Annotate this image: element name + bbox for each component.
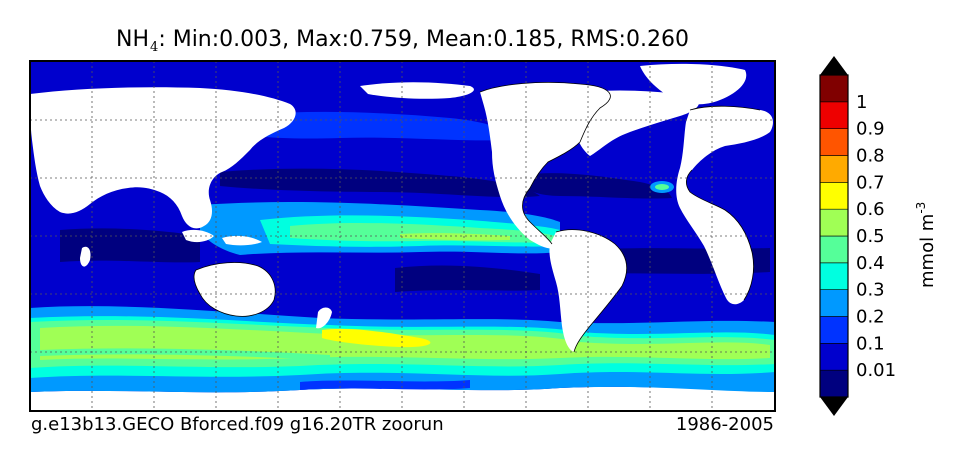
period-label: 1986-2005 — [675, 414, 774, 435]
madagascar — [80, 246, 91, 267]
south-america — [549, 229, 627, 352]
colorbar-tick-label: 0.5 — [856, 226, 885, 247]
title-species: NH — [116, 27, 150, 52]
indonesia — [182, 229, 214, 243]
southern-blue-edge — [300, 380, 470, 390]
svg-text:mmol m-3: mmol m-3 — [914, 202, 938, 288]
colorbar-tick-label: 0.3 — [856, 280, 885, 301]
colorbar-tick-label: 0.6 — [856, 199, 885, 220]
colorbar-cell — [819, 262, 849, 290]
colorbar-tick-label: 0.7 — [856, 172, 885, 193]
colorbar-over-arrow — [820, 56, 848, 75]
colorbar-tick-label: 0.1 — [856, 333, 885, 354]
europe-africa — [676, 106, 773, 305]
north-atlantic-dark — [520, 173, 672, 199]
indian-ocean-dark — [60, 228, 200, 263]
colorbar-tick-label: 0.8 — [856, 146, 885, 167]
colorbar-cell — [819, 208, 849, 237]
colorbar-frame — [819, 74, 849, 398]
australia — [193, 262, 276, 317]
colorbar-cell — [819, 74, 849, 103]
colorbar-unit-label: mmol m-3 — [914, 202, 938, 288]
gulf-stream-core — [655, 184, 669, 190]
southern-yellow-patch — [322, 328, 431, 348]
colorbar-cell — [819, 343, 849, 371]
map-title: NH4: Min:0.003, Max:0.759, Mean:0.185, R… — [30, 26, 775, 57]
colorbar-cell — [819, 101, 849, 129]
colorbar-tick-label: 0.2 — [856, 307, 885, 328]
run-label: g.e13b13.GECO Bforced.f09 g16.20TR zooru… — [31, 414, 444, 435]
colorbar-cell — [819, 182, 849, 210]
title-subscript: 4 — [150, 40, 159, 55]
colorbar-cell — [819, 316, 849, 344]
south-pacific-dark — [395, 265, 540, 292]
colorbar-tick-label: 1 — [856, 92, 867, 113]
colorbar-cell — [819, 235, 849, 264]
new-zealand — [316, 307, 332, 329]
unit-text: mmol m — [917, 214, 938, 288]
colorbar-cell — [819, 369, 849, 398]
colorbar-tick-label: 0.01 — [856, 360, 896, 381]
canada-east — [560, 90, 699, 156]
north-pacific-dark-band — [220, 168, 540, 198]
colorbar-under-arrow — [820, 397, 848, 416]
arctic-landmass — [360, 82, 474, 99]
colorbar-cell — [819, 289, 849, 317]
colorbar-tick-label: 0.9 — [856, 119, 885, 140]
equatorial-band-lime — [400, 233, 510, 241]
map-frame — [29, 60, 776, 412]
new-guinea — [222, 235, 262, 246]
colorbar-cell — [819, 128, 849, 156]
colorbar-cell — [819, 155, 849, 183]
southern-inner-band — [40, 348, 330, 360]
greenland — [640, 63, 747, 105]
unit-superscript: -3 — [914, 202, 928, 214]
title-stats: : Min:0.003, Max:0.759, Mean:0.185, RMS:… — [158, 27, 689, 52]
colorbar-tick-label: 0.4 — [856, 253, 885, 274]
graticule — [30, 61, 775, 411]
asia — [30, 87, 296, 229]
japan — [220, 146, 237, 169]
